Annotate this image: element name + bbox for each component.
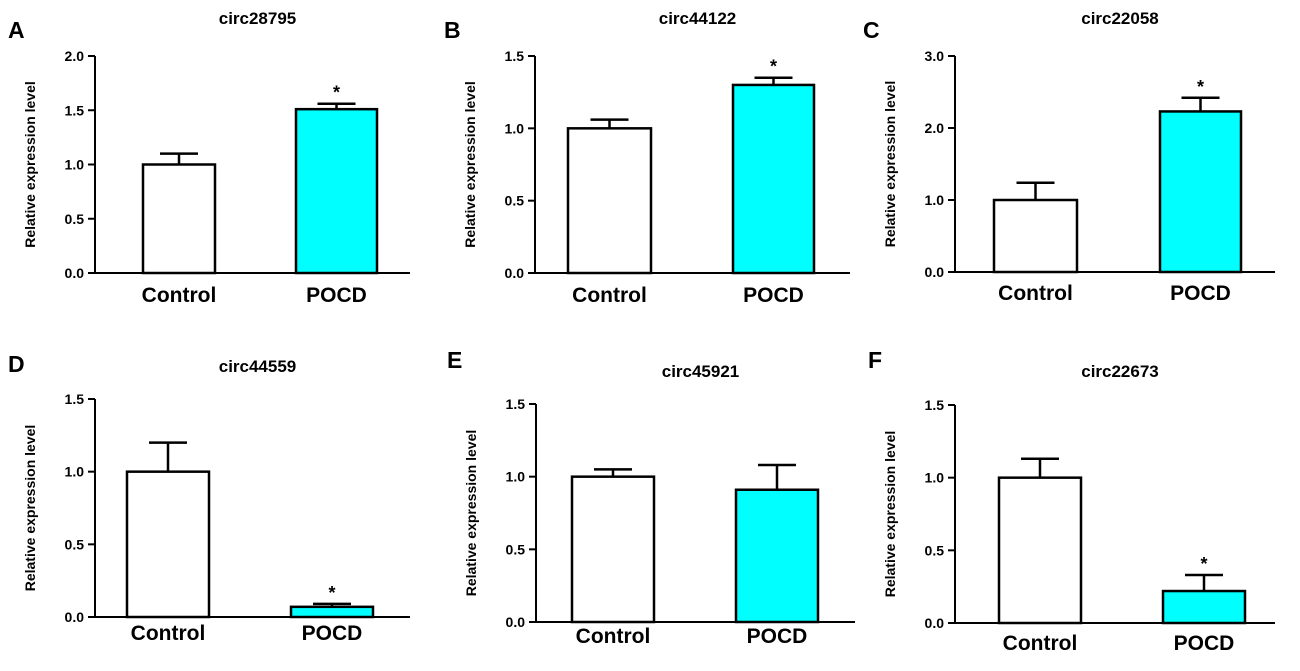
panel-letter: F <box>868 347 882 373</box>
x-tick-label: POCD <box>1174 632 1235 655</box>
y-tick-label: 0.0 <box>505 265 525 281</box>
y-axis-label: Relative expression level <box>22 425 38 592</box>
y-tick-label: 0.5 <box>925 542 945 558</box>
y-tick-label: 0.0 <box>65 609 85 625</box>
chart-title: circ22058 <box>1081 9 1159 28</box>
x-tick-label: Control <box>576 625 651 648</box>
y-tick-label: 0.5 <box>506 541 526 557</box>
panel-letter: C <box>863 17 880 43</box>
y-tick-label: 1.5 <box>925 397 945 413</box>
bar-pocd <box>294 107 379 275</box>
y-tick-label: 0.5 <box>65 536 85 552</box>
bar-control <box>992 198 1079 274</box>
y-tick-label: 1.0 <box>506 469 526 485</box>
bar-pocd <box>289 605 375 619</box>
bar-pocd <box>731 83 816 275</box>
bar-control <box>997 476 1083 625</box>
y-axis-label: Relative expression level <box>882 431 898 598</box>
y-tick-label: 1.0 <box>65 157 85 173</box>
chart-title: circ22673 <box>1081 362 1159 381</box>
y-tick-label: 0.0 <box>65 265 85 281</box>
chart-title: circ45921 <box>662 362 740 381</box>
y-axis-label: Relative expression level <box>22 81 38 248</box>
y-tick-label: 0.0 <box>925 615 945 631</box>
panel-letter: D <box>8 351 25 377</box>
chart-title: circ44559 <box>219 357 297 376</box>
y-tick-label: 1.0 <box>505 120 525 136</box>
bar-control <box>570 475 656 624</box>
y-tick-label: 0.5 <box>65 211 85 227</box>
bar-control <box>141 163 217 275</box>
x-tick-label: POCD <box>1170 282 1231 305</box>
panel-letter: A <box>8 17 25 43</box>
y-tick-label: 1.0 <box>925 470 945 486</box>
x-tick-label: POCD <box>743 284 804 307</box>
bar-pocd <box>1158 110 1243 274</box>
y-tick-label: 1.0 <box>925 192 945 208</box>
significance-marker: * <box>1197 77 1204 97</box>
panel-letter: E <box>447 347 462 373</box>
x-tick-label: Control <box>1003 632 1078 655</box>
chart-title: circ44122 <box>659 9 737 28</box>
significance-marker: * <box>333 83 340 103</box>
y-tick-label: 1.0 <box>65 464 85 480</box>
x-tick-label: POCD <box>302 622 363 645</box>
x-tick-label: POCD <box>306 284 367 307</box>
significance-marker: * <box>1200 554 1207 574</box>
y-tick-label: 1.5 <box>506 396 526 412</box>
panel-letter: B <box>444 17 461 43</box>
bar-control <box>125 470 211 619</box>
y-axis-label: Relative expression level <box>462 81 478 248</box>
y-tick-label: 0.0 <box>925 264 945 280</box>
significance-marker: * <box>770 57 777 77</box>
x-tick-label: Control <box>131 622 206 645</box>
significance-marker: * <box>328 583 335 603</box>
y-tick-label: 1.5 <box>65 391 85 407</box>
y-tick-label: 3.0 <box>925 48 945 64</box>
y-tick-label: 0.5 <box>505 193 525 209</box>
chart-title: circ28795 <box>219 9 297 28</box>
y-tick-label: 2.0 <box>65 48 85 64</box>
bar-pocd <box>1161 589 1247 625</box>
y-tick-label: 1.5 <box>65 102 85 118</box>
x-tick-label: Control <box>142 284 217 307</box>
x-tick-label: Control <box>572 284 647 307</box>
bar-control <box>566 127 653 275</box>
bar-pocd <box>734 488 820 624</box>
x-tick-label: Control <box>998 282 1073 305</box>
y-axis-label: Relative expression level <box>463 430 479 597</box>
y-tick-label: 2.0 <box>925 120 945 136</box>
y-tick-label: 0.0 <box>506 614 526 630</box>
y-axis-label: Relative expression level <box>882 81 898 248</box>
y-tick-label: 1.5 <box>505 48 525 64</box>
x-tick-label: POCD <box>747 625 808 648</box>
